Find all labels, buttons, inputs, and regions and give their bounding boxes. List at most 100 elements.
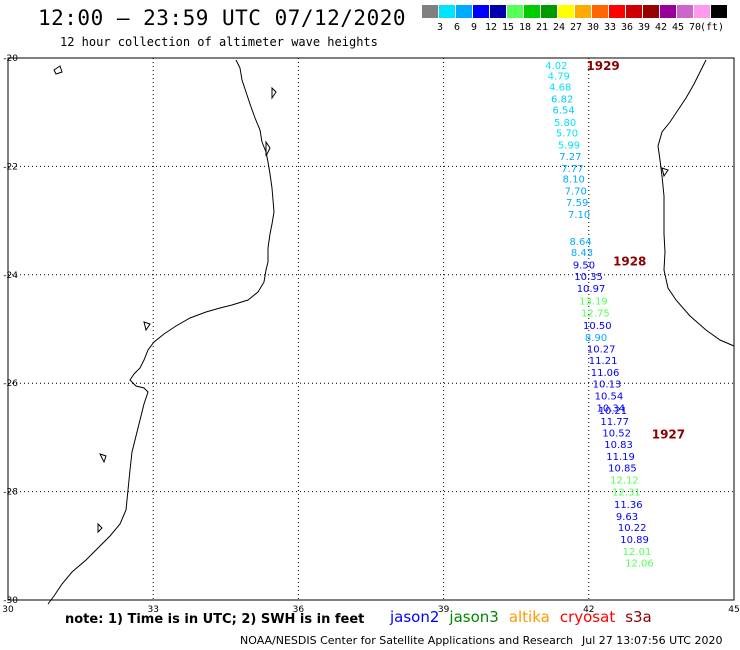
coastlines — [47, 59, 735, 605]
legend-value-label: 24 — [552, 22, 566, 33]
wave-height-reading: 7.77 — [561, 164, 583, 175]
generation-timestamp: Jul 27 13:07:56 UTC 2020 — [582, 634, 723, 647]
legend-color-swatch — [643, 5, 660, 18]
wave-height-reading: 10.83 — [604, 440, 633, 451]
madagascar-coastline — [657, 59, 735, 347]
wave-height-color-legend: 3 6 9 12 15 18 21 24 27 30 33 36 39 42 45 70 (ft) — [422, 5, 728, 33]
wave-height-reading: 12.06 — [625, 558, 654, 569]
wave-height-reading: 4.02 — [545, 61, 567, 72]
satellite-name-cryosat: cryosat — [559, 608, 616, 626]
wave-height-reading: 7.59 — [566, 198, 588, 209]
wave-height-reading: 11.21 — [589, 356, 618, 367]
legend-color-swatch — [439, 5, 456, 18]
latitude-tick-label: -30 — [3, 596, 18, 606]
satellite-name-altika: altika — [508, 608, 550, 626]
pass-number-label: 1928 — [613, 254, 646, 268]
satellite-name-s3a: s3a — [625, 608, 652, 626]
coastal-detail-3 — [265, 140, 271, 157]
legend-color-swatch — [592, 5, 609, 18]
longitude-tick-label: 36 — [293, 605, 305, 615]
wave-height-reading: 10.35 — [574, 272, 603, 283]
legend-color-swatch — [422, 5, 439, 18]
legend-labels: 3 6 9 12 15 18 21 24 27 30 33 36 39 42 45 70 (ft) — [422, 22, 740, 36]
wave-height-reading: 12.75 — [581, 309, 610, 320]
legend-color-swatch — [609, 5, 626, 18]
latitude-tick-label: -26 — [3, 379, 18, 389]
wave-height-reading: 8.90 — [585, 333, 607, 344]
coastal-detail-6 — [97, 522, 103, 534]
legend-color-swatch — [711, 5, 728, 18]
wave-height-reading: 7.70 — [565, 187, 587, 198]
coastal-detail-7 — [661, 167, 669, 178]
legend-value-label: 33 — [603, 22, 617, 33]
wave-height-reading: 10.21 — [598, 406, 627, 417]
legend-value-label: 30 — [586, 22, 600, 33]
satellite-name-jason2: jason2 — [390, 608, 440, 626]
wave-height-reading: 5.80 — [554, 118, 576, 129]
legend-value-label: 12 — [484, 22, 498, 33]
longitude-tick-label: 30 — [2, 605, 14, 615]
latitude-tick-label: -28 — [3, 488, 18, 498]
legend-value-label: 18 — [518, 22, 532, 33]
satellite-legend: jason2 jason3 altika cryosat s3a — [390, 608, 662, 626]
legend-color-swatch — [677, 5, 694, 18]
legend-value-label: 6 — [453, 22, 461, 33]
latitude-tick-label: -20 — [3, 54, 18, 64]
map-frame — [7, 57, 735, 601]
wave-height-reading: 9.50 — [573, 260, 595, 271]
legend-color-swatch — [660, 5, 677, 18]
legend-value-label: 27 — [569, 22, 583, 33]
footer-note: note: 1) Time is in UTC; 2) SWH is in fe… — [65, 612, 365, 627]
coastal-detail-2 — [271, 86, 277, 100]
legend-value-label: 42 — [654, 22, 668, 33]
wave-height-reading: 8.43 — [571, 248, 593, 259]
legend-value-label: 15 — [501, 22, 515, 33]
wave-height-reading: 11.19 — [606, 452, 635, 463]
legend-value-label: 21 — [535, 22, 549, 33]
legend-color-swatch — [473, 5, 490, 18]
legend-value-label: 36 — [620, 22, 634, 33]
wave-height-reading: 9.63 — [616, 512, 638, 523]
map-subtitle: 12 hour collection of altimeter wave hei… — [60, 35, 378, 49]
legend-value-label: 3 — [436, 22, 444, 33]
legend-color-swatch — [507, 5, 524, 18]
credit-line: NOAA/NESDIS Center for Satellite Applica… — [240, 634, 574, 647]
legend-color-swatch — [694, 5, 711, 18]
legend-color-swatch — [456, 5, 473, 18]
wave-height-reading: 10.52 — [602, 428, 631, 439]
coastal-detail-5 — [99, 453, 107, 464]
lat-lon-grid — [7, 57, 735, 601]
pass-number-label: 1929 — [586, 59, 619, 73]
wave-height-reading: 10.34 — [597, 403, 626, 414]
axis-labels: 30 33 36 39 42 45 -20 -22 -24 -26 -28 -30 — [2, 54, 739, 615]
wave-height-reading: 6.54 — [553, 105, 575, 116]
wave-height-reading: 10.85 — [608, 464, 637, 475]
latitude-tick-label: -24 — [3, 271, 18, 281]
altimeter-observations: 4.024.794.686.826.54 5.805.705.997.277.77… — [545, 61, 654, 570]
satellite-name-jason3: jason3 — [449, 608, 499, 626]
coastal-detail-1 — [53, 65, 63, 75]
legend-color-swatch — [626, 5, 643, 18]
legend-value-label: 9 — [470, 22, 478, 33]
wave-height-reading: 10.22 — [618, 523, 647, 534]
longitude-tick-label: 45 — [728, 605, 739, 615]
wave-height-reading: 7.10 — [568, 210, 590, 221]
map-title: 12:00 – 23:59 UTC 07/12/2020 — [38, 6, 407, 30]
wave-height-reading: 6.82 — [551, 94, 573, 105]
legend-value-label: 45 — [671, 22, 685, 33]
wave-height-reading: 10.13 — [593, 380, 622, 391]
wave-height-reading: 5.70 — [556, 129, 578, 140]
legend-value-label: (ft) — [699, 22, 725, 33]
wave-height-reading: 10.97 — [577, 284, 606, 295]
wave-height-reading: 5.99 — [558, 141, 580, 152]
wave-height-reading: 12.31 — [612, 487, 641, 498]
longitude-tick-label: 39 — [438, 605, 450, 615]
wave-height-reading: 4.79 — [548, 72, 570, 83]
wave-height-reading: 11.77 — [600, 417, 629, 428]
wave-height-reading: 7.27 — [559, 152, 581, 163]
wave-height-reading: 10.50 — [583, 321, 612, 332]
legend-swatches — [422, 5, 728, 18]
track-labels: 1929 1928 1927 — [586, 59, 685, 442]
legend-value-label: 39 — [637, 22, 651, 33]
